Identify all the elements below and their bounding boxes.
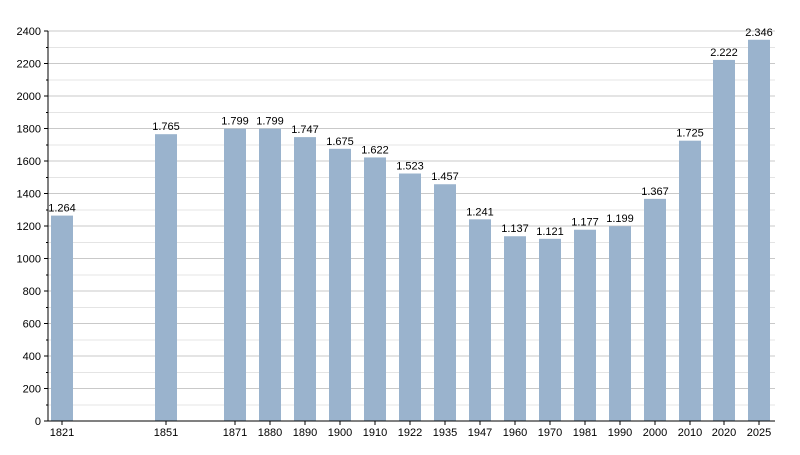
- bar-1910: [364, 157, 386, 422]
- y-tick-label: 1400: [17, 189, 41, 201]
- y-tick-label: 1800: [17, 124, 41, 136]
- x-tick-label: 1981: [573, 427, 597, 439]
- bar-1960: [504, 236, 526, 421]
- bar-1922: [399, 173, 421, 421]
- bar-2010: [679, 140, 701, 421]
- data-label-2010: 1.725: [676, 128, 704, 140]
- label-layer: 1.264 1.765 1.799 1.799 1.747 1.675 1.622 1.523…: [48, 27, 773, 238]
- bar-1900: [329, 148, 351, 421]
- y-tick-label: 1200: [17, 221, 41, 233]
- x-tick-label: 1922: [398, 427, 422, 439]
- y-tick-label: 1600: [17, 156, 41, 168]
- x-tick-label: 1851: [154, 427, 178, 439]
- y-tick-label: 800: [23, 286, 41, 298]
- bar-1947: [469, 219, 491, 421]
- x-tick-label: 1890: [293, 427, 317, 439]
- data-label-1910: 1.622: [361, 144, 389, 156]
- y-tick-label: 600: [23, 319, 41, 331]
- x-tick-label: 2000: [643, 427, 667, 439]
- x-tick-label: 1910: [363, 427, 387, 439]
- data-label-1947: 1.241: [466, 206, 494, 218]
- data-label-2025: 2.346: [745, 27, 773, 39]
- y-tick-label: 2200: [17, 59, 41, 71]
- axis-layer: 0 200 400 600 800 1000 1200 1400 1600 1800 2000 220…: [17, 26, 775, 439]
- data-label-1821: 1.264: [48, 203, 76, 215]
- x-tick-label: 1947: [468, 427, 492, 439]
- x-tick-label: 1960: [503, 427, 527, 439]
- x-tick-label: 2020: [712, 427, 736, 439]
- x-tick-label: 1821: [50, 427, 74, 439]
- bar-1981: [574, 229, 596, 421]
- bar-1890: [294, 137, 316, 422]
- y-tick-label: 0: [35, 416, 41, 428]
- data-label-1970: 1.121: [536, 226, 564, 238]
- bar-1880: [259, 128, 281, 421]
- bar-1851: [155, 134, 177, 421]
- x-tick-label: 2010: [678, 427, 702, 439]
- data-label-1871: 1.799: [221, 116, 249, 128]
- bar-2000: [644, 198, 666, 421]
- y-tick-label: 400: [23, 351, 41, 363]
- data-label-1922: 1.523: [396, 161, 424, 173]
- data-label-1880: 1.799: [256, 116, 284, 128]
- x-tick-label: 2025: [747, 427, 771, 439]
- y-tick-label: 2400: [17, 26, 41, 38]
- data-label-1851: 1.765: [152, 121, 180, 133]
- x-tick-label: 1871: [223, 427, 247, 439]
- x-tick-label: 1935: [433, 427, 457, 439]
- bar-1871: [224, 128, 246, 421]
- data-label-1890: 1.747: [291, 124, 319, 136]
- x-tick-label: 1880: [258, 427, 282, 439]
- data-label-1990: 1.199: [606, 213, 634, 225]
- x-tick-label: 1990: [608, 427, 632, 439]
- x-tick-label: 1970: [538, 427, 562, 439]
- bar-2020: [713, 59, 735, 422]
- y-tick-label: 200: [23, 384, 41, 396]
- x-tick-label: 1900: [328, 427, 352, 439]
- data-label-2000: 1.367: [641, 186, 669, 198]
- data-label-1900: 1.675: [326, 136, 354, 148]
- bar-2025: [748, 39, 770, 422]
- y-tick-label: 2000: [17, 91, 41, 103]
- data-label-1935: 1.457: [431, 171, 459, 183]
- data-label-1981: 1.177: [571, 217, 599, 229]
- data-label-1960: 1.137: [501, 223, 529, 235]
- bar-1935: [434, 184, 456, 421]
- y-tick-label: 1000: [17, 254, 41, 266]
- bar-1970: [539, 238, 561, 421]
- bar-1990: [609, 226, 631, 421]
- bar-layer: [51, 39, 770, 422]
- bar-1821: [51, 215, 73, 421]
- data-label-2020: 2.222: [710, 47, 738, 59]
